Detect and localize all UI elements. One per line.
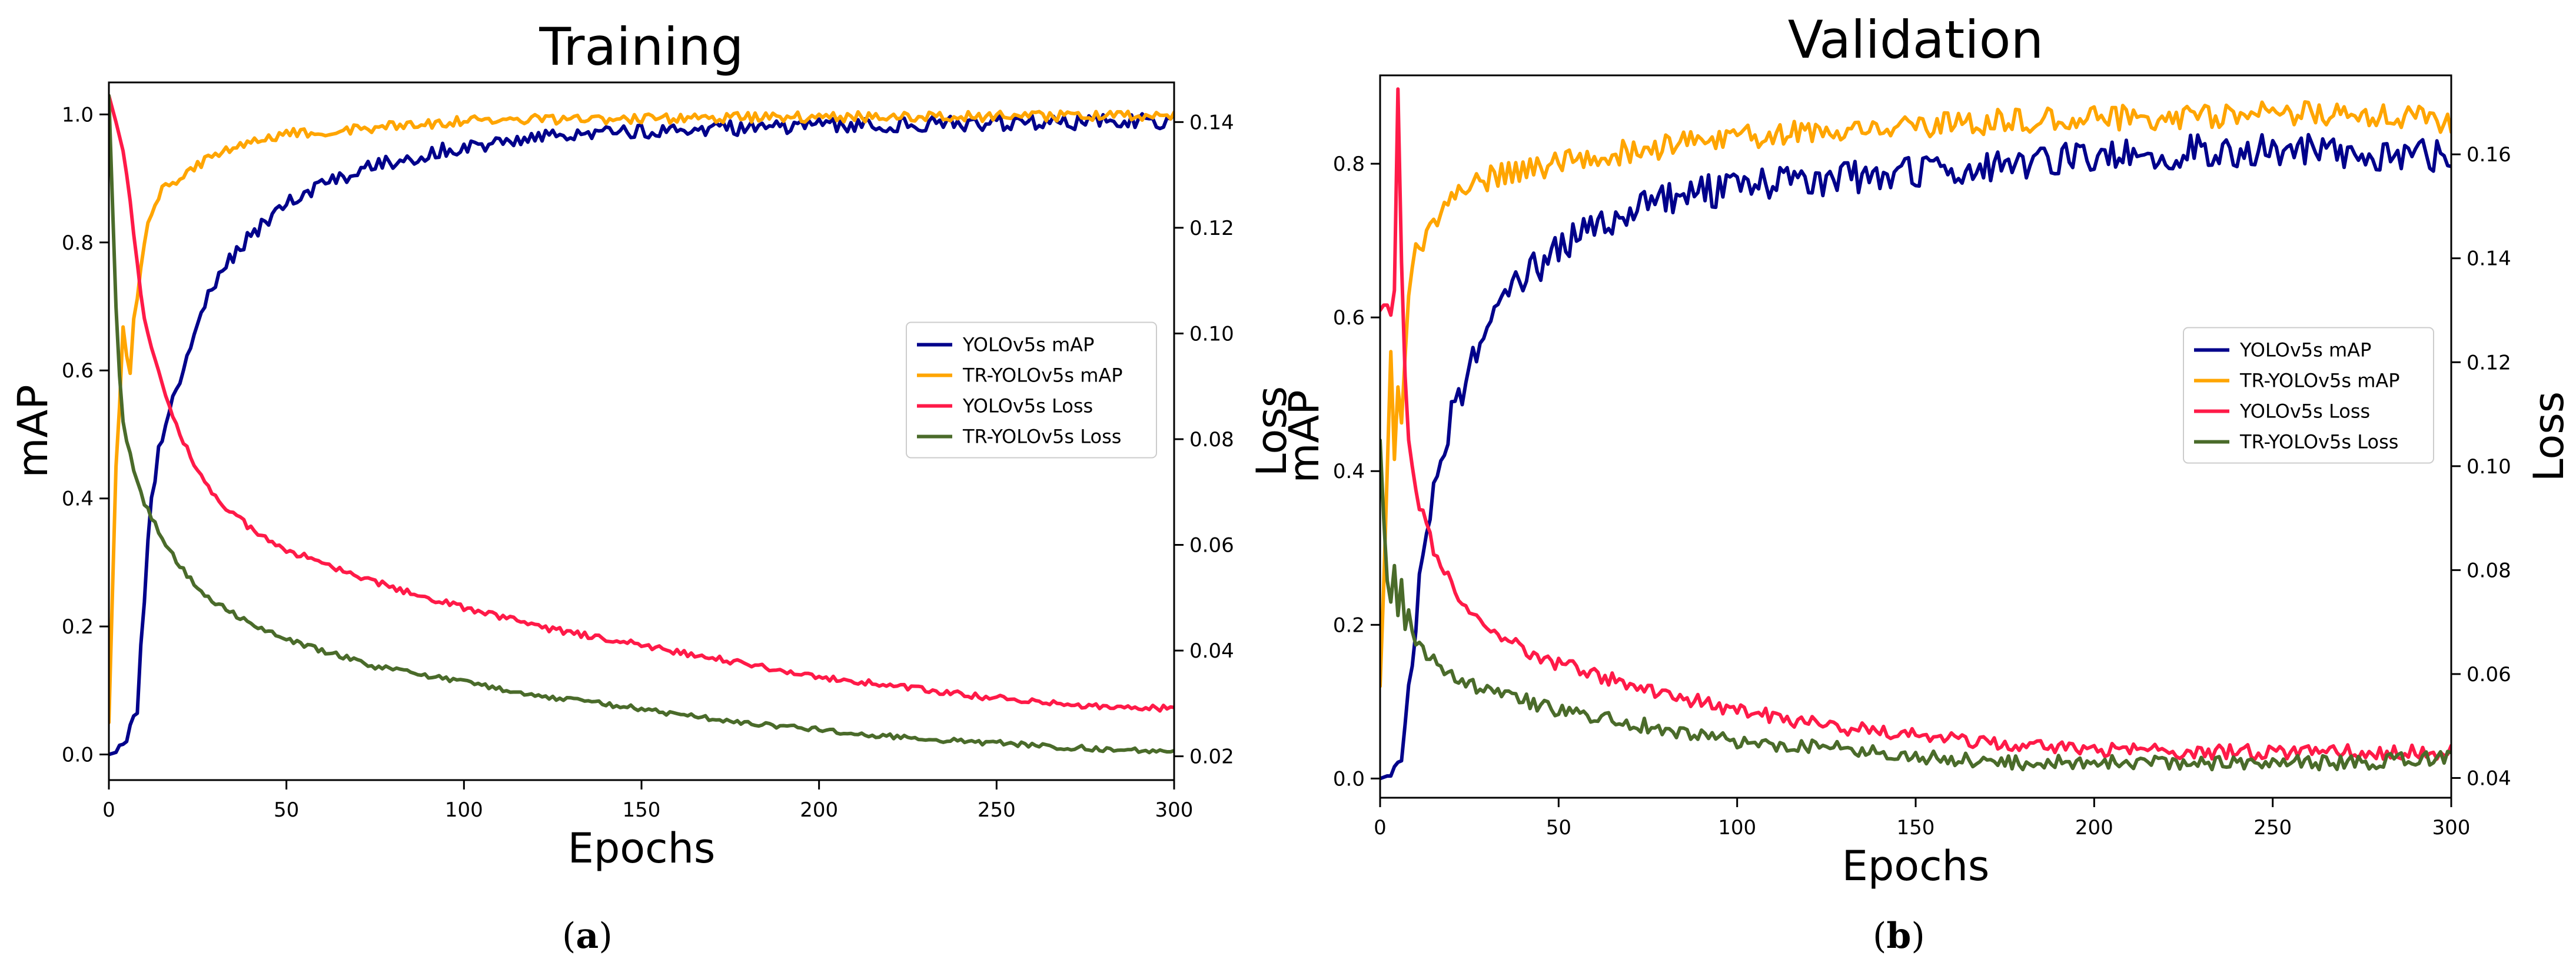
y-right-tick-label: 0.10 bbox=[2467, 455, 2511, 479]
series-line-yolov5s-loss bbox=[109, 94, 1174, 713]
x-axis-label: Epochs bbox=[1842, 842, 1990, 890]
series-line-tr-yolov5s-map bbox=[1380, 100, 2451, 688]
legend-label: YOLOv5s Loss bbox=[962, 395, 1093, 417]
x-tick-label: 0 bbox=[102, 798, 115, 822]
y-right-tick-label: 0.14 bbox=[1189, 111, 1234, 134]
y-tick-label: 0.4 bbox=[1333, 460, 1365, 483]
plot-area bbox=[109, 94, 1174, 757]
series-line-yolov5s-map bbox=[109, 112, 1174, 757]
caption-b-letter: b bbox=[1886, 915, 1912, 957]
y-tick-label: 0.6 bbox=[1333, 306, 1365, 330]
y-right-tick-label: 0.14 bbox=[2467, 247, 2511, 271]
legend: YOLOv5s mAP TR-YOLOv5s mAP YOLOv5s Loss TR-… bbox=[906, 321, 1157, 459]
x-tick-label: 150 bbox=[1897, 816, 1935, 840]
legend-box bbox=[2183, 327, 2434, 464]
y-tick-label: 0.0 bbox=[1333, 767, 1365, 791]
plot-area bbox=[1380, 87, 2451, 781]
x-tick-label: 300 bbox=[1155, 798, 1194, 822]
caption-a-close: ) bbox=[599, 915, 613, 957]
x-tick-label: 150 bbox=[623, 798, 661, 822]
caption-b-close: ) bbox=[1911, 915, 1925, 957]
legend-label: YOLOv5s mAP bbox=[2239, 339, 2371, 361]
y-tick-label: 0.8 bbox=[1333, 152, 1365, 176]
y-right-tick-label: 0.16 bbox=[2467, 143, 2511, 167]
series-line-yolov5s-loss bbox=[1380, 87, 2451, 761]
series-line-tr-yolov5s-map bbox=[109, 109, 1174, 725]
chart-training: 0 50 100 150 200 250 300 0.0 0.2 0.4 0.6 0.8 1.0 0.02… bbox=[9, 16, 1296, 873]
x-tick-label: 200 bbox=[2075, 816, 2113, 840]
y-tick-label: 0.2 bbox=[62, 615, 94, 639]
y-right-tick-label: 0.12 bbox=[1189, 217, 1234, 240]
y-right-tick-label: 0.12 bbox=[2467, 351, 2511, 374]
y-right-tick-label: 0.06 bbox=[2467, 663, 2511, 686]
chart-validation: 0 50 100 150 200 250 300 0.0 0.2 0.4 0.6 0.8 0.04 0.0… bbox=[1280, 9, 2573, 890]
caption-a: (a) bbox=[562, 915, 613, 957]
chart-title: Training bbox=[539, 16, 743, 77]
legend-box bbox=[906, 321, 1157, 459]
legend: YOLOv5s mAP TR-YOLOv5s mAP YOLOv5s Loss TR-… bbox=[2183, 327, 2434, 464]
y-right-tick-label: 0.06 bbox=[1189, 534, 1234, 558]
y-tick-label: 0.6 bbox=[62, 359, 94, 383]
series-line-tr-yolov5s-loss bbox=[1380, 438, 2451, 772]
y-right-axis-label: Loss bbox=[2525, 392, 2573, 482]
x-tick-label: 200 bbox=[800, 798, 838, 822]
caption-b: (b) bbox=[1873, 915, 1925, 957]
x-tick-label: 50 bbox=[274, 798, 299, 822]
series-line-tr-yolov5s-loss bbox=[109, 94, 1174, 755]
x-tick-label: 300 bbox=[2432, 816, 2471, 840]
legend-label: YOLOv5s mAP bbox=[962, 334, 1094, 356]
legend-label: TR-YOLOv5s Loss bbox=[2239, 431, 2398, 453]
chart-title: Validation bbox=[1788, 9, 2044, 70]
y-tick-label: 0.0 bbox=[62, 744, 94, 767]
y-right-tick-label: 0.10 bbox=[1189, 322, 1234, 346]
y-right-axis-label: Loss bbox=[1248, 386, 1296, 477]
y-tick-label: 1.0 bbox=[62, 103, 94, 127]
y-right-tick-label: 0.04 bbox=[1189, 639, 1234, 663]
legend-label: YOLOv5s Loss bbox=[2239, 400, 2370, 423]
legend-label: TR-YOLOv5s mAP bbox=[2239, 370, 2400, 392]
y-tick-label: 0.2 bbox=[1333, 613, 1365, 637]
y-right-tick-label: 0.08 bbox=[1189, 428, 1234, 452]
legend-label: TR-YOLOv5s mAP bbox=[962, 364, 1123, 387]
y-right-tick-label: 0.08 bbox=[2467, 559, 2511, 582]
y-axis-label: mAP bbox=[1280, 390, 1328, 483]
x-axis-label: Epochs bbox=[568, 824, 716, 873]
y-axis-label: mAP bbox=[9, 384, 57, 477]
caption-a-letter: a bbox=[576, 915, 599, 957]
y-right-tick-label: 0.04 bbox=[2467, 767, 2511, 790]
caption-b-open: ( bbox=[1873, 915, 1887, 957]
x-tick-label: 50 bbox=[1546, 816, 1571, 840]
y-tick-label: 0.8 bbox=[62, 231, 94, 255]
x-tick-label: 100 bbox=[1718, 816, 1756, 840]
x-tick-label: 250 bbox=[2253, 816, 2292, 840]
y-right-tick-label: 0.02 bbox=[1189, 745, 1234, 769]
y-tick-label: 0.4 bbox=[62, 487, 94, 511]
caption-a-open: ( bbox=[562, 915, 576, 957]
x-tick-label: 0 bbox=[1374, 816, 1387, 840]
x-tick-label: 250 bbox=[978, 798, 1016, 822]
x-tick-label: 100 bbox=[445, 798, 483, 822]
series-line-yolov5s-map bbox=[1380, 132, 2451, 781]
legend-label: TR-YOLOv5s Loss bbox=[962, 426, 1121, 448]
